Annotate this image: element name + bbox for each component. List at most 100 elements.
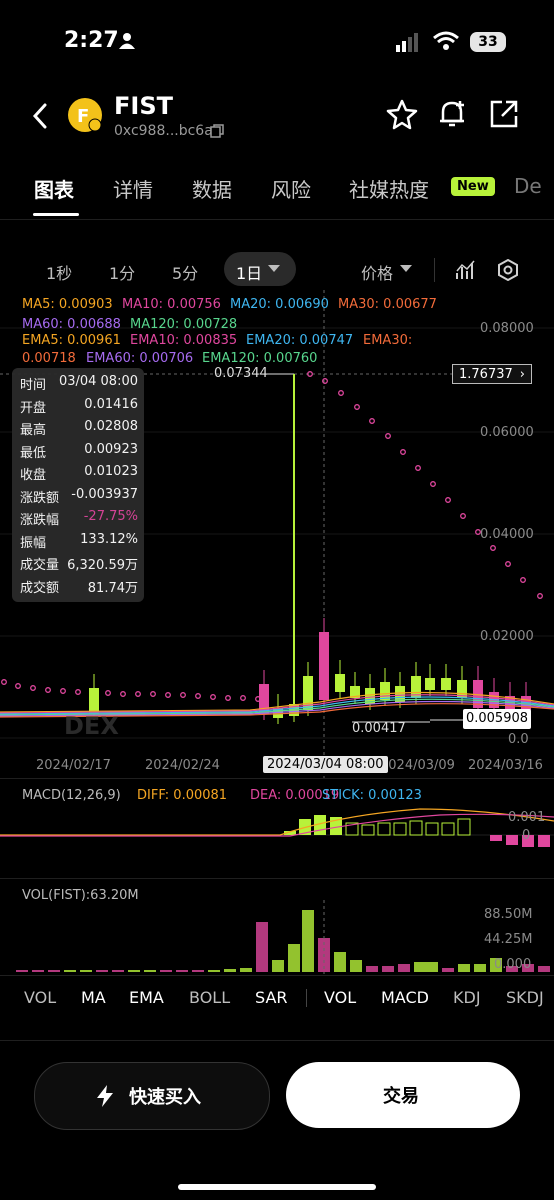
ind-sar[interactable]: SAR xyxy=(255,988,288,1007)
kline-tooltip: 时间 03/04 08:00 开盘 0.01416 最高 0.02808 最低 0.00923… xyxy=(12,368,144,602)
indicator-icon[interactable] xyxy=(455,259,477,281)
ema120-label: EMA120: 0.00760 xyxy=(202,351,318,366)
tab-data[interactable]: 数据 xyxy=(192,178,232,202)
candle-body xyxy=(411,676,421,698)
volume-bar xyxy=(192,970,204,972)
tooltip-value: 6,320.59万 xyxy=(67,558,138,573)
volume-bar xyxy=(16,970,28,972)
tab-risk[interactable]: 风险 xyxy=(271,178,311,202)
macd-axis-label: 0.001 xyxy=(508,810,546,825)
crosshair-date: 2024/03/04 08:00 xyxy=(263,756,388,773)
candle-body xyxy=(335,674,345,692)
back-icon[interactable] xyxy=(30,102,50,130)
tooltip-key: 振幅 xyxy=(20,535,47,551)
ind-macd[interactable]: MACD xyxy=(381,988,429,1007)
last-price-label: 0.005908 xyxy=(463,709,531,729)
sar-dot xyxy=(165,692,171,698)
macd-bar xyxy=(522,835,534,847)
ma120-label: MA120: 0.00728 xyxy=(130,317,238,332)
volume-bar xyxy=(474,964,486,972)
sar-dot xyxy=(354,404,360,410)
interval-1m[interactable]: 1分 xyxy=(109,264,136,283)
tab-active-indicator xyxy=(33,213,79,216)
macd-bar xyxy=(284,831,296,835)
ema30-value: 0.00718 xyxy=(22,351,76,366)
ind-vol-sub[interactable]: VOL xyxy=(324,988,357,1007)
sar-dot xyxy=(338,390,344,396)
tooltip-value: 133.12% xyxy=(80,531,138,547)
ind-boll[interactable]: BOLL xyxy=(189,988,231,1007)
macd-bar xyxy=(538,835,550,847)
volume-bar xyxy=(32,970,44,972)
interval-5m[interactable]: 5分 xyxy=(172,264,199,283)
candle-body xyxy=(457,680,467,698)
sar-dot xyxy=(475,529,481,535)
volume-bar xyxy=(288,944,300,972)
price-axis-label: 0.02000 xyxy=(480,629,534,644)
settings-icon[interactable] xyxy=(497,259,519,281)
macd-bar xyxy=(377,822,391,836)
star-icon[interactable] xyxy=(386,98,418,130)
macd-bar xyxy=(393,822,407,836)
alert-add-icon[interactable] xyxy=(436,97,470,131)
volume-chart xyxy=(16,900,550,974)
ind-skdj[interactable]: SKDJ xyxy=(506,988,544,1007)
tooltip-value: 03/04 08:00 xyxy=(58,374,138,389)
sar-dot xyxy=(195,693,201,699)
price-select[interactable]: 价格 xyxy=(361,264,394,283)
wifi-icon xyxy=(433,31,459,50)
trade-button[interactable]: 交易 xyxy=(286,1062,520,1128)
volume-bar xyxy=(96,970,108,972)
candle-body xyxy=(365,688,375,704)
volume-bar xyxy=(522,964,534,972)
volume-bar xyxy=(538,966,550,972)
macd-diff: DIFF: 0.00081 xyxy=(137,788,228,803)
ema5-label: EMA5: 0.00961 xyxy=(22,333,121,348)
price-axis-label: 0.04000 xyxy=(480,527,534,542)
volume-bar xyxy=(48,970,60,972)
sar-dot xyxy=(460,513,466,519)
ind-kdj[interactable]: KDJ xyxy=(453,988,481,1007)
sar-dot xyxy=(307,371,313,377)
tooltip-value: 81.74万 xyxy=(87,580,138,596)
macd-bar xyxy=(506,835,518,845)
divider xyxy=(0,1040,554,1041)
sar-dot xyxy=(60,688,66,694)
ind-ema[interactable]: EMA xyxy=(129,988,164,1007)
tab-dev[interactable]: De xyxy=(514,174,542,198)
tooltip-value: 0.02808 xyxy=(84,419,138,434)
copy-icon[interactable] xyxy=(210,124,224,138)
tab-details[interactable]: 详情 xyxy=(113,178,153,202)
ind-vol[interactable]: VOL xyxy=(24,988,57,1007)
tab-chart[interactable]: 图表 xyxy=(34,178,74,202)
sar-dot xyxy=(415,465,421,471)
date-label: 2024/02/17 xyxy=(36,758,111,773)
candle-body xyxy=(441,678,451,690)
token-title: FIST xyxy=(114,92,173,120)
divider xyxy=(0,778,554,779)
ma10-label: MA10: 0.00756 xyxy=(122,297,221,312)
share-icon[interactable] xyxy=(488,98,520,130)
interval-1s[interactable]: 1秒 xyxy=(46,264,73,283)
tooltip-value: 0.00923 xyxy=(84,441,138,457)
quick-buy-button[interactable]: 快速买入 xyxy=(34,1062,270,1130)
candle-body xyxy=(425,678,435,690)
person-icon xyxy=(119,33,135,49)
ema20-label: EMA20: 0.00747 xyxy=(246,333,354,348)
tab-social[interactable]: 社媒热度 xyxy=(349,178,429,202)
ind-ma[interactable]: MA xyxy=(81,988,106,1007)
interval-1d[interactable]: 1日 xyxy=(236,264,263,283)
sar-dot xyxy=(240,695,246,701)
sar-dot xyxy=(445,497,451,503)
volume-bar xyxy=(490,958,502,972)
candle-body xyxy=(303,676,313,710)
divider xyxy=(0,219,554,220)
diff-line xyxy=(0,808,554,836)
home-indicator xyxy=(178,1184,376,1190)
tooltip-row: 收盘 0.01023 xyxy=(20,464,138,483)
volume-bar xyxy=(458,964,470,972)
tooltip-key: 涨跌幅 xyxy=(20,513,60,528)
volume-bar xyxy=(398,964,410,972)
sar-dot xyxy=(400,449,406,455)
divider xyxy=(306,989,307,1007)
